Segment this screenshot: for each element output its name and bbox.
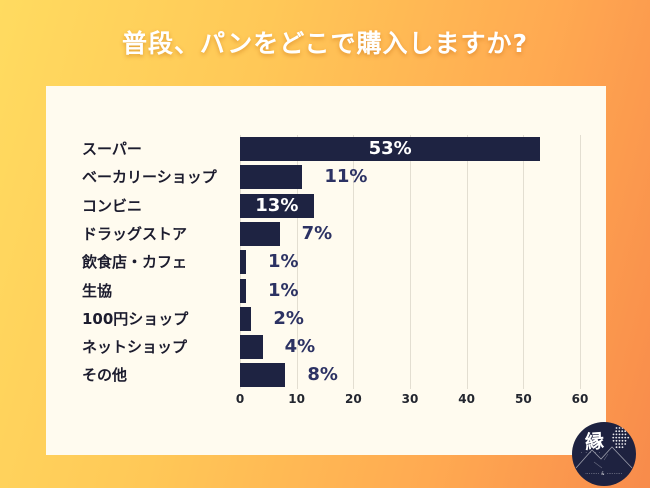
- bar: [240, 250, 246, 275]
- value-label: 1%: [268, 251, 299, 273]
- value-label: 4%: [284, 336, 316, 358]
- gridline: [580, 135, 581, 389]
- category-label: スーパー: [82, 140, 142, 158]
- grain-dots-icon: [612, 427, 630, 449]
- category-label: 生協: [82, 281, 113, 300]
- category-label: ネットショップ: [82, 338, 188, 357]
- x-axis-tick-label: 10: [288, 392, 306, 406]
- bar: [240, 306, 252, 331]
- bar: [240, 335, 263, 360]
- bar: [240, 193, 314, 218]
- bar: [240, 221, 280, 246]
- x-axis-tick-label: 40: [458, 392, 476, 406]
- mountain-icon: [575, 446, 633, 469]
- category-label: 飲食店・カフェ: [82, 253, 188, 272]
- gridline: [296, 135, 298, 389]
- bar: [240, 363, 286, 388]
- gridline: [353, 135, 355, 389]
- brand-logo: 縁 · · · · · ········ & ·········: [572, 422, 636, 486]
- x-axis-tick-label: 0: [235, 392, 245, 406]
- category-label: ベーカリーショップ: [82, 168, 217, 187]
- gridline: [523, 135, 525, 389]
- bar-chart: スーパー 53% ベーカリーショップ 11% コンビニ 13% ドラッグストア 7% 飲食店・カ…: [46, 86, 606, 455]
- value-label: 53%: [368, 138, 412, 159]
- gridline: [410, 135, 411, 389]
- value-label: 2%: [273, 307, 304, 329]
- value-label: 1%: [268, 279, 299, 301]
- bar: [240, 278, 246, 303]
- category-label: ドラッグストア: [82, 224, 188, 243]
- value-label: 7%: [301, 222, 333, 244]
- value-label: 8%: [307, 364, 338, 386]
- page-title: 普段、パンをどこで購入しますか?: [121, 29, 528, 58]
- value-label: 11%: [324, 166, 368, 188]
- chart-panel: スーパー 53% ベーカリーショップ 11% コンビニ 13% ドラッグストア 7% 飲食店・カ…: [46, 86, 606, 455]
- x-axis-tick-label: 50: [514, 392, 532, 406]
- x-axis-tick-label: 20: [344, 392, 362, 406]
- category-label: 100円ショップ: [82, 309, 189, 328]
- value-label: 13%: [255, 194, 299, 216]
- logo-kanji-subtext: · · · · ·: [581, 450, 602, 455]
- x-axis-tick-label: 30: [401, 392, 419, 406]
- category-label: その他: [82, 366, 128, 385]
- x-axis-tick-label: 60: [571, 392, 589, 406]
- bar: [240, 165, 303, 190]
- logo-tagline: ········ & ·········: [585, 471, 623, 476]
- category-label: コンビニ: [82, 196, 143, 215]
- gridline: [466, 135, 468, 389]
- bar: [240, 137, 541, 161]
